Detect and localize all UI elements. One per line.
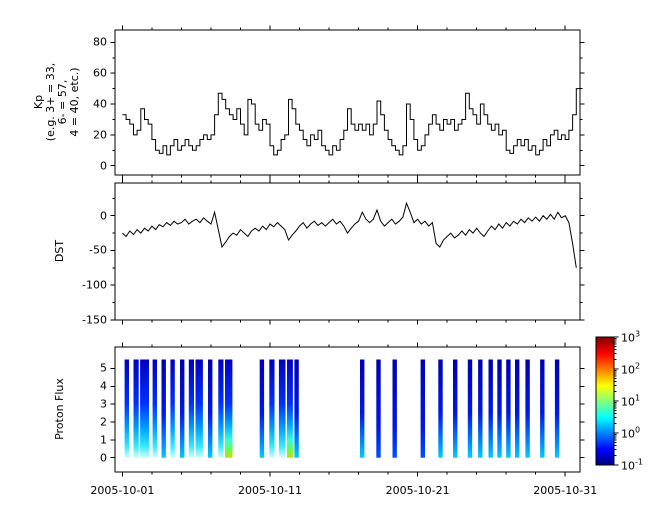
flux-stripe (195, 359, 203, 458)
colorbar-tick-label: 102 (621, 361, 641, 377)
flux-stripe (278, 359, 286, 458)
y-tick-label: 1 (100, 433, 107, 447)
y-tick-label: 3 (100, 397, 107, 411)
colorbar-tick-label: 100 (621, 425, 641, 441)
flux-stripe (170, 359, 175, 458)
y-tick-label: 2 (100, 415, 107, 429)
flux-stripe (140, 359, 149, 458)
panel-frame (114, 182, 581, 321)
flux-stripe (497, 359, 502, 458)
dst-ylabel: DST (53, 239, 66, 263)
x-tick-label: 2005-10-21 (385, 484, 450, 497)
panel-frame (114, 346, 581, 473)
y-tick-label: 60 (93, 66, 107, 80)
flux-stripe (161, 359, 166, 458)
y-tick-label: 20 (93, 128, 107, 142)
y-tick-label: 4 (100, 379, 107, 393)
y-tick-label: 5 (100, 361, 107, 375)
flux-stripe (376, 359, 381, 458)
flux-ylabel: Proton Flux (53, 378, 66, 440)
flux-stripe (515, 359, 520, 458)
flux-stripe (152, 359, 157, 458)
flux-stripe (506, 359, 511, 458)
y-tick-label: 40 (93, 97, 107, 111)
x-tick-label: 2005-10-01 (90, 484, 155, 497)
kp-ylabel: Kp (e.g. 3+ = 33, 6- = 57, 4 = 40, etc.) (32, 62, 81, 142)
dst-line (122, 201, 577, 268)
y-tick-label: -150 (82, 313, 107, 327)
y-tick-label: -50 (89, 243, 107, 257)
flux-stripe (525, 359, 530, 458)
flux-stripe (287, 359, 293, 458)
flux-stripe (133, 359, 139, 458)
x-tick-label: 2005-10-11 (238, 484, 302, 497)
flux-stripe (218, 359, 224, 458)
flux-stripe (438, 359, 443, 458)
flux-stripe (540, 359, 545, 458)
flux-stripe (124, 359, 129, 458)
flux-stripe (259, 359, 265, 458)
flux-stripe (208, 359, 213, 458)
flux-stripe (188, 359, 194, 458)
colorbar-tick-label: 10-1 (621, 457, 643, 473)
colorbar-gradient (596, 337, 614, 465)
flux-stripe (488, 359, 493, 458)
flux-stripe (453, 359, 458, 458)
flux-stripe (478, 359, 483, 458)
flux-stripe (420, 359, 425, 458)
flux-stripe (554, 359, 560, 458)
kp-line (122, 88, 580, 156)
flux-stripe (294, 359, 299, 458)
x-tick-label: 2005-10-31 (533, 484, 598, 497)
flux-stripe (392, 359, 397, 458)
panel-frame (114, 29, 581, 176)
flux-stripe (269, 359, 275, 458)
y-tick-label: 0 (100, 451, 107, 465)
y-tick-label: 0 (100, 159, 107, 173)
y-tick-label: -100 (82, 278, 107, 292)
y-tick-label: 80 (93, 35, 107, 49)
flux-stripe (180, 359, 185, 458)
flux-stripe (360, 359, 365, 458)
colorbar-tick-label: 103 (621, 329, 641, 345)
flux-stripe (225, 359, 233, 458)
y-tick-label: 0 (100, 209, 107, 223)
flux-stripe (467, 359, 473, 458)
colorbar-tick-label: 101 (621, 393, 641, 409)
